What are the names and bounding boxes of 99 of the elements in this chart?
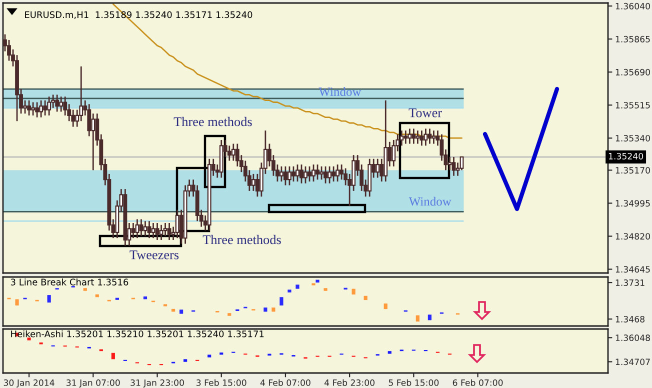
candlestick bbox=[424, 128, 428, 146]
candlestick bbox=[251, 173, 256, 192]
annotation: Tweezers bbox=[130, 250, 179, 260]
bar bbox=[27, 338, 31, 340]
y-tick-label: 1.36040 bbox=[616, 2, 650, 10]
candlestick bbox=[452, 156, 456, 177]
candlestick bbox=[47, 96, 52, 116]
x-tick-label: 6 Feb 07:00 bbox=[452, 379, 503, 386]
annotation: Tower bbox=[408, 108, 442, 118]
chart-title: Heiken-Ashi 1.35201 1.35210 1.35201 1.35240 1.35171 bbox=[11, 330, 264, 338]
candlestick bbox=[332, 166, 336, 182]
y-tick-label: 1.3731 bbox=[616, 279, 644, 286]
candlestick bbox=[131, 222, 136, 239]
candlestick bbox=[139, 218, 144, 237]
candlestick bbox=[231, 143, 236, 162]
candlestick bbox=[404, 130, 408, 144]
bar bbox=[184, 359, 188, 362]
candlestick bbox=[280, 166, 284, 182]
candlestick bbox=[175, 209, 180, 239]
bar bbox=[280, 297, 284, 306]
band-label: Window bbox=[408, 196, 452, 206]
candlestick bbox=[292, 166, 296, 182]
candlestick bbox=[135, 218, 140, 239]
candlestick bbox=[312, 164, 316, 182]
candlestick bbox=[55, 94, 60, 112]
candlestick bbox=[316, 164, 320, 180]
x-tick-label: 31 Jan 07:00 bbox=[66, 379, 120, 388]
candlestick bbox=[159, 224, 164, 241]
candlestick bbox=[284, 166, 288, 186]
candlestick bbox=[59, 96, 64, 112]
x-tick-label: 30 Jan 2014 bbox=[4, 379, 54, 388]
x-tick-label: 5 Feb 15:00 bbox=[388, 379, 439, 386]
candlestick bbox=[27, 100, 31, 116]
candlestick bbox=[324, 166, 328, 184]
y-tick-label: 1.35865 bbox=[616, 36, 650, 42]
annotation: Three methods bbox=[174, 116, 252, 126]
x-tick-label: 3 Feb 15:00 bbox=[196, 379, 246, 386]
candlestick bbox=[43, 100, 48, 116]
y-tick-label: 1.34995 bbox=[616, 200, 650, 207]
candlestick bbox=[432, 130, 436, 144]
candlestick bbox=[296, 164, 300, 182]
bar bbox=[316, 280, 320, 283]
y-tick-label: 1.34820 bbox=[616, 233, 650, 240]
candlestick bbox=[448, 156, 452, 171]
x-tick-label: 31 Jan 23:00 bbox=[130, 379, 184, 388]
y-tick-label: 1.35690 bbox=[616, 68, 650, 76]
bar bbox=[324, 288, 328, 291]
bar bbox=[47, 295, 51, 303]
candlestick bbox=[376, 158, 380, 178]
candlestick bbox=[288, 166, 292, 186]
candlestick bbox=[143, 220, 148, 237]
candlestick bbox=[308, 166, 312, 182]
bar bbox=[272, 308, 276, 312]
y-tick-label: 1.36048 bbox=[616, 334, 650, 342]
bar bbox=[428, 314, 432, 320]
y-tick-label: 1.35340 bbox=[616, 134, 650, 142]
annotation: Three methods bbox=[202, 234, 281, 244]
candlestick bbox=[328, 166, 332, 184]
chart-title: 3 Line Break Chart 1.3516 bbox=[10, 278, 128, 286]
y-tick-label: 1.3468 bbox=[616, 316, 644, 322]
candlestick bbox=[167, 222, 172, 241]
candlestick bbox=[300, 164, 304, 184]
bar bbox=[352, 288, 356, 294]
y-tick-label: 1.35515 bbox=[616, 102, 650, 108]
candlestick bbox=[39, 100, 44, 118]
bar bbox=[296, 284, 300, 289]
candlestick bbox=[428, 128, 432, 144]
candlestick bbox=[31, 102, 36, 116]
ref-line-label: 1.35240 bbox=[608, 152, 644, 160]
candlestick bbox=[412, 128, 416, 144]
candlestick bbox=[91, 112, 96, 171]
bar bbox=[179, 310, 184, 314]
bar bbox=[228, 313, 232, 316]
bar bbox=[83, 288, 87, 291]
candlestick bbox=[155, 222, 160, 241]
candlestick bbox=[416, 130, 420, 144]
bar bbox=[384, 304, 388, 310]
candlestick bbox=[304, 166, 308, 184]
bar bbox=[111, 352, 115, 360]
y-tick-label: 1.35170 bbox=[616, 167, 650, 174]
bar bbox=[288, 290, 292, 292]
x-tick-label: 4 Feb 07:00 bbox=[260, 379, 310, 386]
x-tick-label: 4 Feb 23:00 bbox=[324, 379, 375, 386]
candlestick bbox=[151, 222, 156, 239]
candlestick bbox=[163, 222, 168, 237]
candlestick bbox=[147, 220, 152, 239]
bar bbox=[264, 308, 268, 312]
bar bbox=[416, 315, 420, 322]
bar bbox=[208, 354, 212, 358]
bar bbox=[364, 296, 368, 300]
candlestick bbox=[420, 130, 424, 146]
bar bbox=[388, 351, 392, 354]
candlestick bbox=[320, 166, 324, 180]
candlestick bbox=[408, 128, 412, 144]
candlestick bbox=[35, 102, 40, 118]
y-tick-label: 1.34707 bbox=[616, 358, 650, 366]
candlestick bbox=[336, 164, 340, 182]
y-tick-label: 1.34645 bbox=[616, 266, 650, 273]
bar bbox=[15, 299, 19, 306]
